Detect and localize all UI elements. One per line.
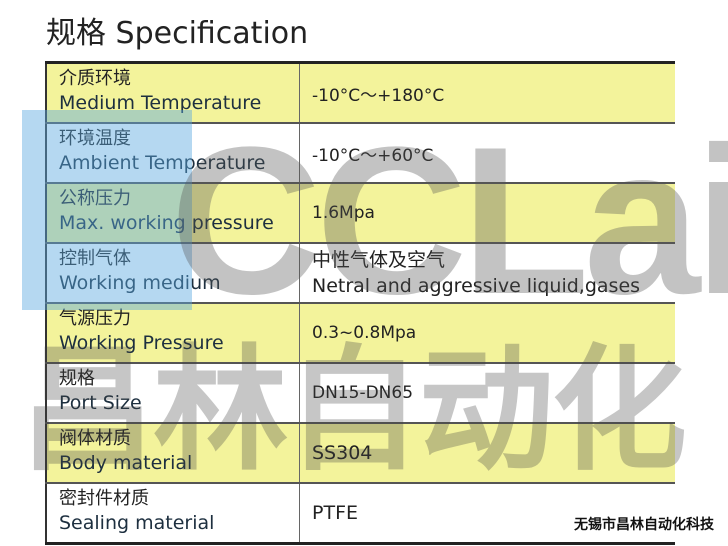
label-zh: 控制气体 [59,248,131,269]
value: DN15-DN65 [312,383,414,403]
table-row: 环境温度 Ambient Temperature -10°C～+60°C [45,124,675,184]
label-en: Working Pressure [59,332,224,354]
label-en: Body material [59,452,193,474]
value-en: Netral and aggressive liquid,gases [312,275,641,297]
table-row: 气源压力 Working Pressure 0.3~0.8Mpa [45,304,675,364]
table-row: 规格 Port Size DN15-DN65 [45,364,675,424]
value: 中性气体及空气 [312,249,446,271]
table-row: 介质环境 Medium Temperature -10°C～+180°C [45,64,675,124]
label-zh: 阀体材质 [59,428,131,449]
spec-table: 介质环境 Medium Temperature -10°C～+180°C 环境温度 A… [45,61,675,545]
label-zh: 介质环境 [59,68,131,89]
label-en: Max. working pressure [59,212,274,234]
value: 0.3~0.8Mpa [312,323,417,343]
label-en: Port Size [59,392,142,414]
label-en: Ambient Temperature [59,152,266,174]
value: SS304 [312,442,373,464]
label-zh: 密封件材质 [59,488,149,509]
value: -10°C～+60°C [312,145,434,166]
table-row: 阀体材质 Body material SS304 [45,424,675,484]
label-en: Medium Temperature [59,92,262,114]
table-row: 公称压力 Max. working pressure 1.6Mpa [45,184,675,244]
label-zh: 规格 [59,368,95,389]
label-zh: 环境温度 [59,128,131,149]
page-title: 规格 Specification [46,16,309,51]
label-zh: 公称压力 [59,188,131,209]
label-zh: 气源压力 [59,308,131,329]
company-name: 无锡市昌林自动化科技 [574,517,714,533]
value: PTFE [312,502,358,524]
value: -10°C～+180°C [312,85,445,106]
table-row: 控制气体 Working medium 中性气体及空气 Netral and aggr… [45,244,675,304]
table-row: 密封件材质 Sealing material PTFE [45,484,675,542]
label-en: Working medium [59,272,221,294]
label-en: Sealing material [59,512,215,534]
value: 1.6Mpa [312,203,375,223]
